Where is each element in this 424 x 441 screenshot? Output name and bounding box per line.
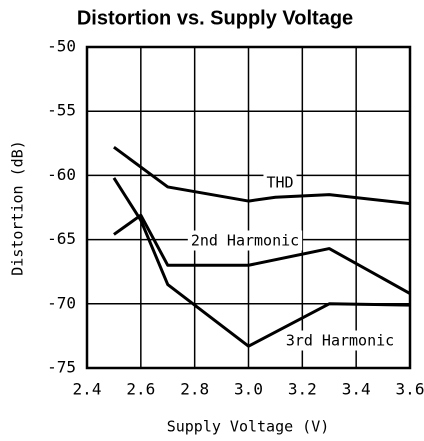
- y-tick-label: -55: [47, 101, 76, 120]
- series-line: [112, 177, 411, 348]
- label-background: [263, 172, 297, 193]
- x-tick-label: 3.0: [234, 380, 263, 399]
- label-background: [187, 230, 303, 251]
- x-tick-label: 2.6: [126, 380, 155, 399]
- x-tick-label: 3.4: [342, 380, 371, 399]
- y-tick-label: -50: [47, 37, 76, 56]
- x-tick-label: 2.8: [180, 380, 209, 399]
- x-tick-label: 3.2: [288, 380, 317, 399]
- y-tick-label: -65: [47, 229, 76, 248]
- y-axis-label: Distortion (dB): [9, 140, 27, 275]
- plot-frame: [85, 45, 412, 370]
- x-tick-label: 2.4: [73, 380, 102, 399]
- series-label: 2nd Harmonic: [191, 232, 299, 250]
- series-line: [113, 213, 411, 295]
- y-tick-label: -75: [47, 358, 76, 377]
- y-tick-label: -70: [47, 293, 76, 312]
- chart-title: Distortion vs. Supply Voltage: [77, 7, 353, 29]
- label-background: [282, 330, 398, 351]
- series-line: [113, 145, 411, 206]
- x-axis-label: Supply Voltage (V): [167, 418, 330, 436]
- x-tick-label: 3.6: [396, 380, 424, 399]
- y-tick-label: -60: [47, 165, 76, 184]
- series-label: THD: [266, 174, 293, 192]
- series-label: 3rd Harmonic: [286, 332, 394, 350]
